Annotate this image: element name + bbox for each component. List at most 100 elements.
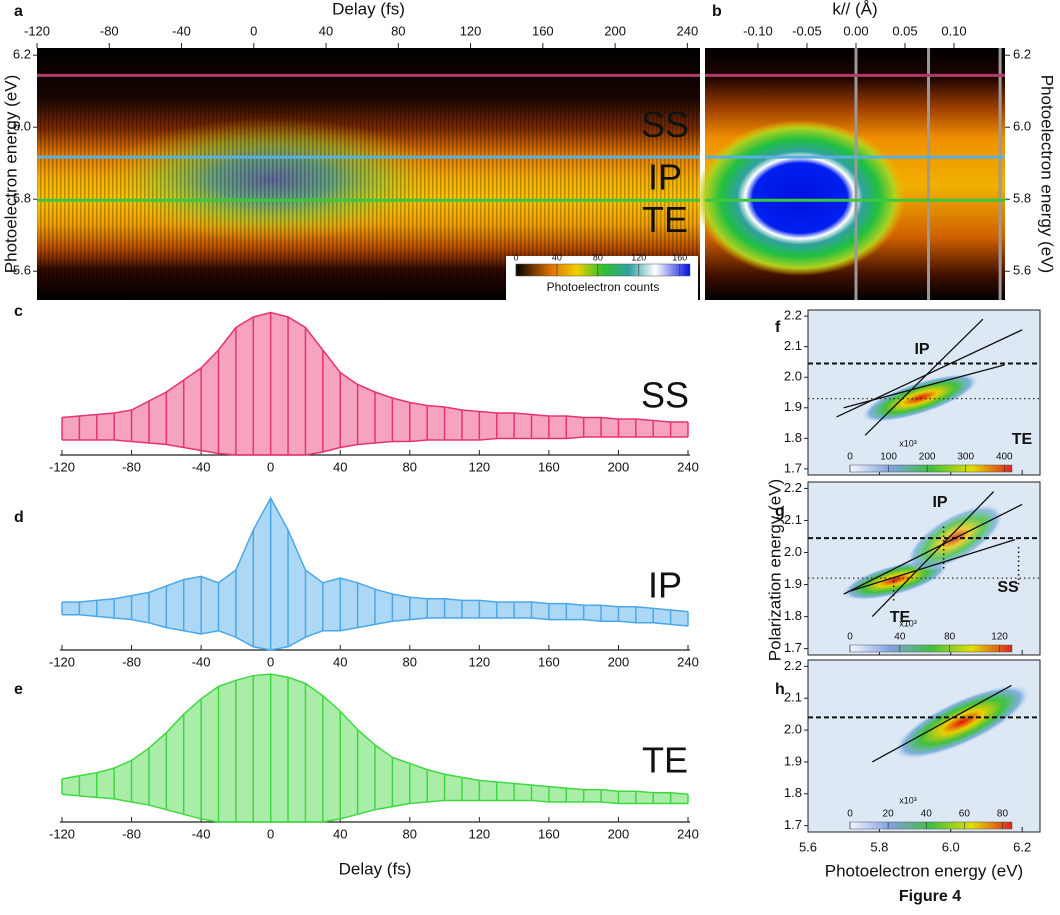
panel-label: d [14,509,24,526]
x-tick-label: 120 [468,654,490,669]
y-tick-label: 2.1 [784,338,802,353]
x-tick-label: 120 [468,459,490,474]
x-tick-label: 5.8 [870,839,888,854]
x-tick-label: -120 [49,654,75,669]
colorbar-unit: x10³ [899,618,917,628]
y-tick-label: 1.9 [784,399,802,414]
x-tick-label: 0 [250,23,257,38]
trace-label: TE [642,740,688,781]
envelope-lower [61,793,688,823]
y-tick-label: 5.6 [1013,263,1031,278]
x-tick-label: 80 [403,654,417,669]
y-tick-label: 1.9 [784,576,802,591]
x-tick-label: 0.05 [892,23,917,38]
colorbar [849,821,1013,830]
colorbar-tick-label: 0 [847,452,853,463]
x-tick-label: 200 [608,459,630,474]
colorbar-tick-label: 80 [997,809,1009,820]
y-axis-title: Polarization energy (eV) [765,479,784,661]
x-tick-label: -80 [100,23,119,38]
trace-label: IP [648,565,682,606]
y-tick-label: 5.8 [1013,191,1031,206]
panel-label: c [14,303,23,320]
x-tick-label: 0 [267,459,274,474]
colorbar-tick-label: 40 [921,809,933,820]
y-tick-label: 2.1 [784,690,802,705]
colorbar-tick-label: 60 [959,809,971,820]
y-tick-label: 2.2 [784,658,802,673]
x-tick-label: 0 [267,654,274,669]
x-tick-label: 240 [677,459,699,474]
colorbar-title: Photoelectron counts [547,280,660,294]
fit-line [843,364,1005,409]
colorbar [515,263,691,277]
x-tick-label: 80 [403,826,417,841]
y-tick-label: 6.0 [1013,119,1031,134]
y-tick-label: 5.8 [13,191,31,206]
x-tick-label: -40 [192,459,211,474]
panel-label: h [775,681,785,698]
y-tick-label: 1.7 [784,460,802,475]
envelope-fill [62,498,688,650]
x-axis-title: Delay (fs) [332,0,405,18]
heatmap-image [37,48,1040,832]
x-tick-label: 160 [538,654,560,669]
y-tick-label: 2.0 [784,369,802,384]
x-tick-label: 160 [532,23,554,38]
x-tick-label: -0.05 [792,23,822,38]
y-tick-label: 2.0 [784,722,802,737]
x-tick-label: 0.00 [843,23,868,38]
x-tick-label: 0 [267,826,274,841]
plot-frame [807,309,1041,476]
annotation: TE [1012,431,1033,448]
line-label: IP [648,157,682,198]
panel-label: a [14,3,23,20]
x-tick-label: 40 [333,826,347,841]
x-tick-label: -120 [49,459,75,474]
colorbar-tick-label: 40 [552,252,562,262]
fit-line [864,318,984,436]
x-tick-label: 6.0 [942,839,960,854]
colorbar-tick-label: 20 [883,809,895,820]
colorbar-unit: x10³ [899,795,917,805]
x-tick-label: 240 [677,826,699,841]
colorbar-tick-label: 120 [991,632,1008,643]
x-tick-label: 160 [538,459,560,474]
x-tick-label: -80 [122,654,141,669]
x-tick-label: 200 [608,826,630,841]
fit-line [871,491,995,618]
fit-line [836,329,1023,418]
y-tick-label: 6.2 [1013,47,1031,62]
x-tick-label: 120 [468,826,490,841]
fit-line [843,503,1023,595]
x-tick-label: -80 [122,459,141,474]
envelope-upper [62,496,689,613]
y-tick-label: 2.1 [784,512,802,527]
x-axis-title: Delay (fs) [339,859,412,878]
x-tick-label: -40 [172,23,191,38]
y-tick-label: 2.0 [784,544,802,559]
y-tick-label: 5.6 [13,263,31,278]
x-axis-title: Photoelectron energy (eV) [825,861,1023,880]
x-tick-label: 0.10 [941,23,966,38]
colorbar-tick-label: 100 [880,452,897,463]
colorbar [849,464,1013,473]
y-tick-label: 1.9 [784,753,802,768]
envelope-upper [61,673,689,796]
x-tick-label: -40 [192,654,211,669]
line-label: TE [642,199,688,240]
y-tick-label: 6.2 [13,47,31,62]
colorbar-tick-label: 160 [672,252,687,262]
panel-label: e [14,681,23,698]
x-tick-label: 160 [538,826,560,841]
y-tick-label: 1.8 [784,785,802,800]
envelope-lower [62,436,688,456]
colorbar-tick-label: 0 [847,632,853,643]
y-tick-label: 6.0 [13,119,31,134]
y-tick-label: 1.7 [784,817,802,832]
colorbar [849,644,1013,653]
x-tick-label: -120 [49,826,75,841]
x-tick-label: 80 [391,23,405,38]
colorbar-tick-label: 80 [944,632,956,643]
